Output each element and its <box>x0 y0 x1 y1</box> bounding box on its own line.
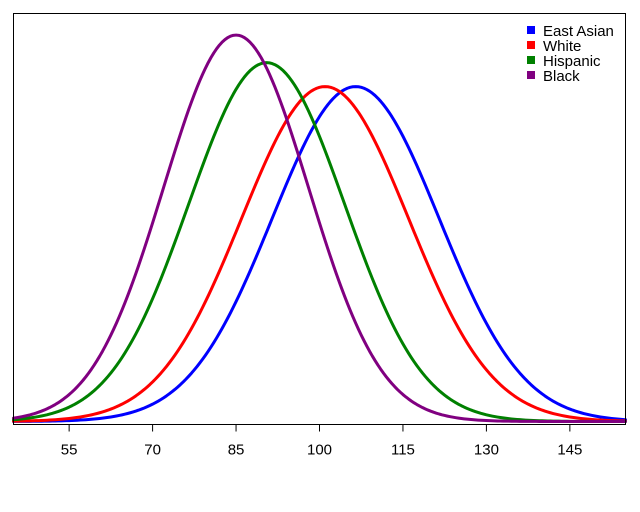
series-line-black <box>12 33 627 423</box>
x-tick-label: 55 <box>61 442 78 459</box>
x-tick-label: 100 <box>307 442 332 459</box>
legend-swatch-black <box>527 71 535 79</box>
legend-swatch-east-asian <box>527 26 535 34</box>
legend-label-hispanic: Hispanic <box>543 53 601 70</box>
x-axis: 55 70 85 100 115 130 145 <box>61 424 582 459</box>
x-tick-label: 145 <box>557 442 582 459</box>
legend-label-east-asian: East Asian <box>543 23 614 40</box>
legend-swatch-white <box>527 41 535 49</box>
x-tick-label: 130 <box>474 442 499 459</box>
x-tick-label: 85 <box>228 442 245 459</box>
legend-swatch-hispanic <box>527 56 535 64</box>
series-lines <box>12 33 627 423</box>
series-line-east-asian <box>12 85 627 423</box>
series-line-white <box>12 85 627 423</box>
x-tick-label: 115 <box>391 442 415 459</box>
legend-label-black: Black <box>543 68 580 85</box>
x-tick-label: 70 <box>144 442 161 459</box>
legend-label-white: White <box>543 38 581 55</box>
